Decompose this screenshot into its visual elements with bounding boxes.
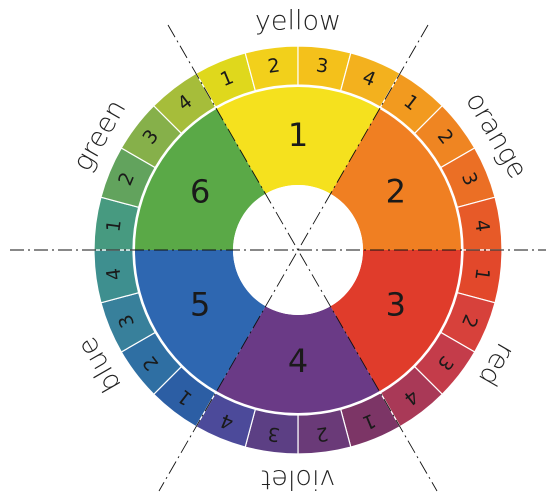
guide-line bbox=[167, 24, 438, 492]
segment-label: 1 bbox=[102, 218, 125, 233]
guide-line bbox=[158, 24, 429, 492]
segment-label: 4 bbox=[102, 267, 125, 282]
sector bbox=[330, 250, 461, 392]
sector-label: 1 bbox=[288, 116, 308, 154]
wheel bbox=[93, 45, 503, 455]
segment-label: 3 bbox=[315, 54, 330, 77]
segment-label: 1 bbox=[470, 267, 493, 282]
sector bbox=[216, 87, 380, 194]
guide-lines bbox=[10, 24, 546, 492]
sector bbox=[135, 250, 266, 392]
sector-label: 2 bbox=[386, 173, 406, 211]
group-label: violet bbox=[261, 464, 336, 495]
segment-label: 4 bbox=[470, 218, 493, 233]
ring-segment bbox=[152, 72, 217, 135]
segment-label: 2 bbox=[315, 422, 330, 445]
sector-label: 4 bbox=[288, 342, 308, 380]
group-label: red bbox=[472, 338, 521, 392]
sector bbox=[216, 306, 380, 413]
segment-label: 3 bbox=[266, 422, 281, 445]
sector bbox=[135, 108, 266, 250]
group-label: yellow bbox=[255, 6, 341, 37]
sector-label: 5 bbox=[190, 286, 210, 324]
segment-label: 2 bbox=[266, 54, 281, 77]
sector-label: 6 bbox=[190, 173, 210, 211]
sector bbox=[330, 108, 461, 250]
sector-label: 3 bbox=[386, 286, 406, 324]
